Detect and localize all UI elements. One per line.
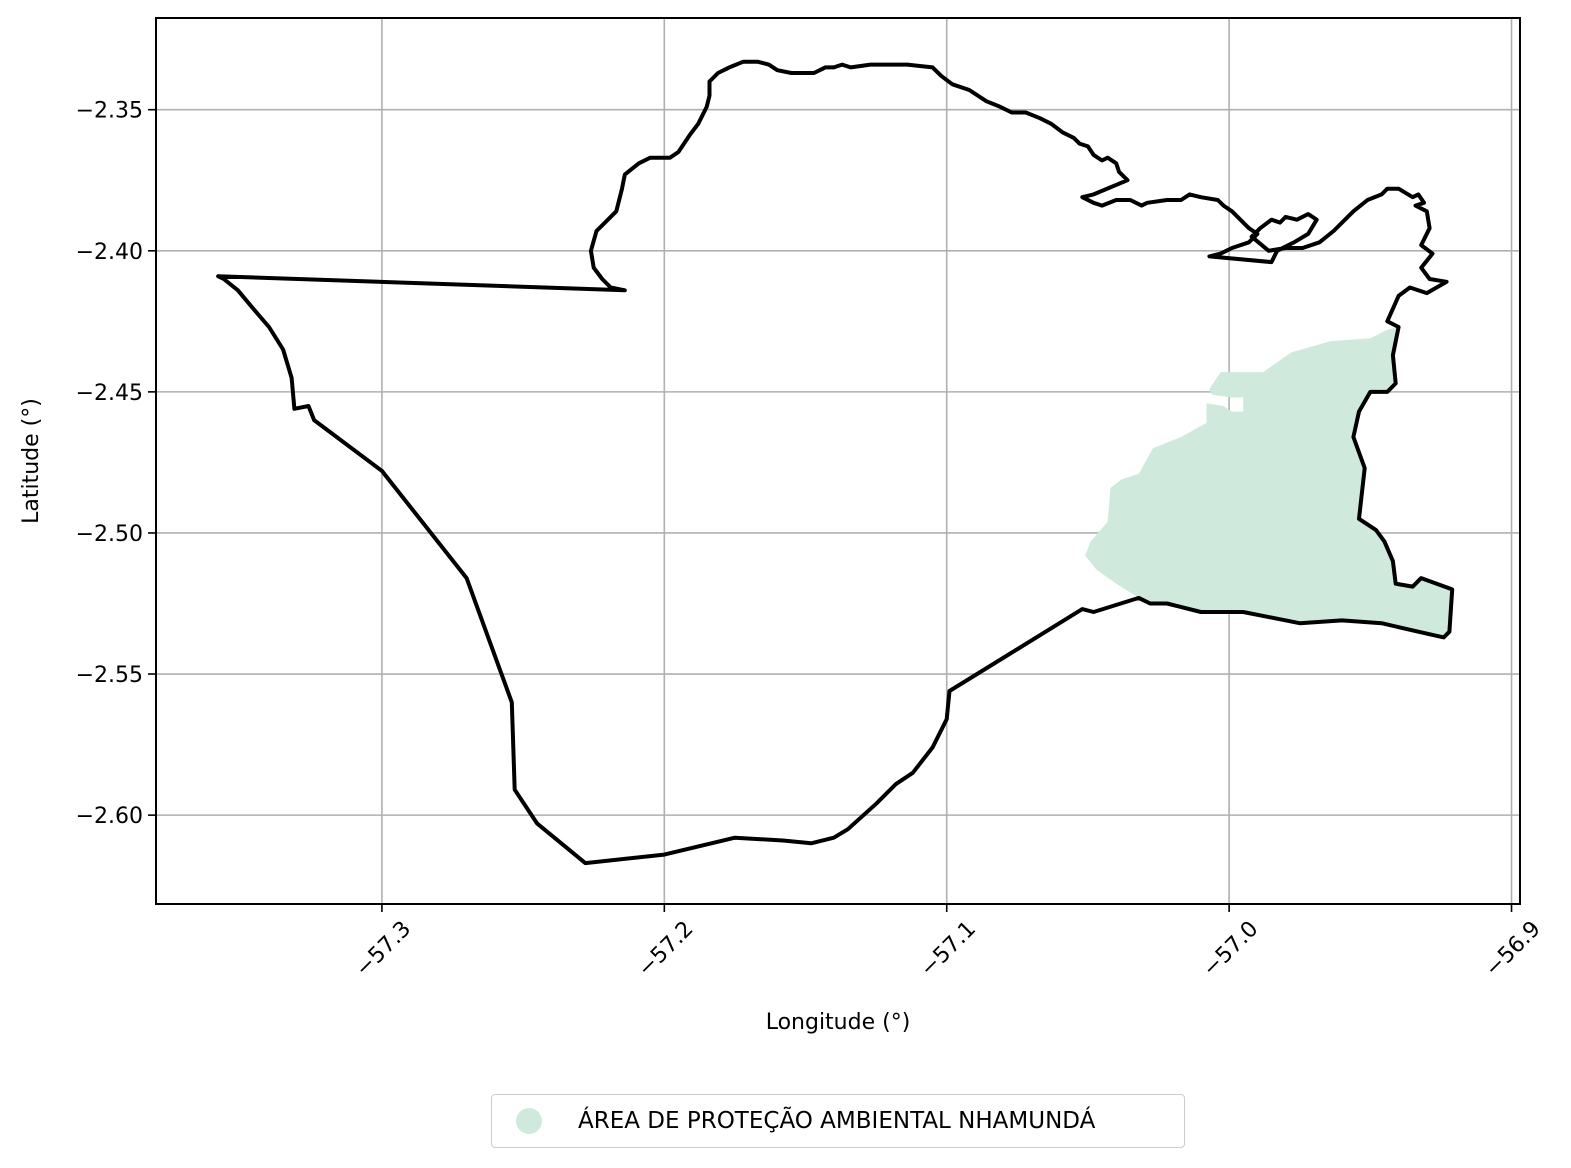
y-tick-label: −2.55 (76, 663, 143, 688)
y-tick-label: −2.35 (76, 99, 143, 124)
y-tick-label: −2.40 (76, 240, 143, 265)
municipality-boundary-layer (216, 59, 1455, 866)
x-tick-label: −57.2 (633, 917, 698, 982)
x-tick-label: −57.0 (1198, 917, 1263, 982)
x-tick-label: −56.9 (1480, 917, 1545, 982)
x-axis-ticks: −57.3 −57.2 −57.1 −57.0 −56.9 (351, 904, 1546, 982)
protected-area-polygon (1085, 327, 1453, 638)
plot-frame (155, 17, 1521, 905)
y-tick-label: −2.45 (76, 381, 143, 406)
boundary-polygon (216, 59, 1455, 866)
y-axis-ticks: −2.35 −2.40 −2.45 −2.50 −2.55 −2.60 (76, 99, 156, 829)
y-tick-label: −2.60 (76, 804, 143, 829)
protected-area-layer (1085, 327, 1453, 638)
y-axis-title: Latitude (°) (19, 398, 44, 524)
gridlines (156, 18, 1520, 904)
y-tick-label: −2.50 (76, 522, 143, 547)
legend: ÁREA DE PROTEÇÃO AMBIENTAL NHAMUNDÁ (491, 1094, 1185, 1148)
legend-swatch (516, 1108, 542, 1134)
legend-label: ÁREA DE PROTEÇÃO AMBIENTAL NHAMUNDÁ (578, 1108, 1096, 1134)
x-axis-title: Longitude (°) (766, 1010, 911, 1035)
x-tick-label: −57.1 (916, 917, 981, 982)
x-tick-label: −57.3 (351, 917, 416, 982)
